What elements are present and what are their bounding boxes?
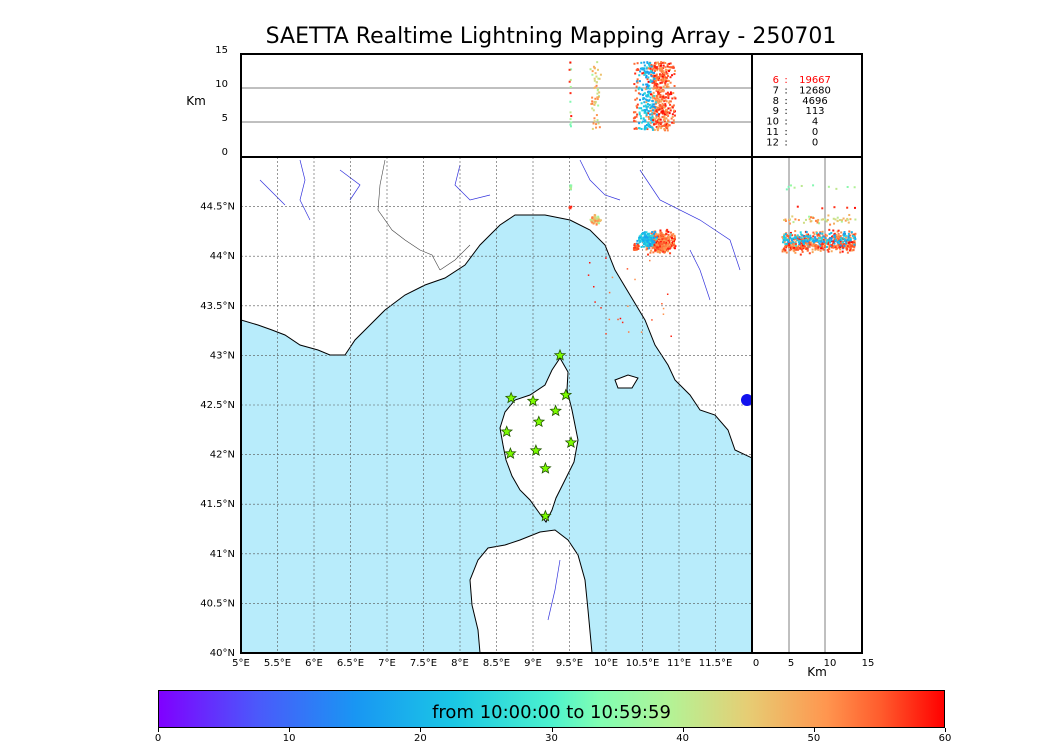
map-panel[interactable] [241,157,753,653]
lon-tick-label: 8°E [451,658,469,669]
station-star-icon [532,415,546,428]
station-star-icon [559,388,573,401]
map-grid [241,157,752,653]
alt-xtick-label: 10 [824,658,837,669]
altitude-lon-panel [241,54,752,157]
colorbar-tickmark [420,728,422,732]
count-value: 0 [812,127,818,138]
lat-tick-label: 44°N [210,251,235,262]
count-value: 4696 [802,96,827,107]
elba-island [614,374,639,389]
alt-ytick-label: 10 [215,79,228,90]
lon-tick-label: 10.5°E [626,658,660,669]
station-star-icon [553,348,567,361]
sardinia-land [469,529,593,653]
colorbar-tickmark [158,728,159,732]
count-level: 9 [773,106,779,117]
colorbar-tickmark [289,728,291,732]
colorbar-tick-label: 10 [282,733,296,744]
lon-tick-label: 5.5°E [264,658,291,669]
stations [500,348,578,522]
station-star-icon [526,394,540,407]
lon-tick-label: 11°E [667,658,691,669]
station-star-icon [539,509,552,522]
colorbar-tickmark [551,728,553,732]
colorbar-tickmark [682,728,684,732]
lon-tick-label: 5°E [232,658,250,669]
alt-xtick-label: 0 [753,658,759,669]
station-star-icon [564,436,578,448]
station-star-icon [529,443,543,456]
colorbar-tick-label: 60 [938,733,952,744]
count-value: 19667 [799,75,831,86]
count-level: 7 [773,85,779,96]
lat-tick-label: 44.5°N [200,202,235,213]
lon-tick-label: 6.5°E [337,658,364,669]
count-level: 12 [766,137,779,148]
lat-tick-label: 41.5°N [200,499,235,510]
count-level: 10 [766,117,779,128]
count-value: 113 [805,106,824,117]
lightning-figure: 6: 19667 7: 12680 8: 4696 9: 113 10: 4 11: 0 12: 0 5°… [186,45,875,679]
colorbar: from 10:00:00 to 10:59:59 [158,690,945,728]
colorbar-tickmark [945,728,946,732]
alt-ytick-label: 15 [215,45,228,56]
count-level: 11 [766,127,779,138]
colorbar-tick-label: 50 [807,733,821,744]
alt-xtick-label: 5 [788,658,794,669]
colorbar-tickmark [813,728,815,732]
lat-tick-label: 42.5°N [200,400,235,411]
count-separator: : [784,75,787,86]
lon-tick-label: 7.5°E [410,658,437,669]
mainland-land [241,157,752,459]
lat-tick-label: 43.5°N [200,301,235,312]
count-value: 4 [812,117,818,128]
lat-tick-label: 41°N [210,549,235,560]
colorbar-tick-label: 0 [154,733,162,744]
count-separator: : [784,127,787,138]
count-value: 12680 [799,85,831,96]
blue-marker [741,394,752,406]
alt-ytick-label: 0 [222,147,228,158]
count-level: 6 [773,75,779,86]
count-separator: : [784,137,787,148]
station-star-icon [539,461,552,474]
colorbar-label: from 10:00:00 to 10:59:59 [432,702,671,723]
lat-tick-label: 40°N [210,648,235,659]
count-separator: : [784,96,787,107]
counts-panel [751,53,863,158]
count-level: 8 [773,96,779,107]
station-star-icon [504,391,518,404]
station-star-icon [504,446,517,459]
station-star-icon [549,404,562,417]
lightning-points [568,184,677,338]
colorbar-tick-label: 30 [545,733,558,744]
alt-xlabel: Km [807,665,827,679]
lat-tick-label: 40.5°N [200,598,235,609]
alt-ylabel: Km [186,94,206,108]
colorbar-tick-label: 40 [676,733,690,744]
rivers [259,159,741,621]
lon-tick-label: 6°E [305,658,323,669]
chart-title: SAETTA Realtime Lightning Mapping Array … [265,24,837,49]
borders [377,159,471,271]
count-separator: : [784,106,787,117]
station-star-icon [500,425,514,438]
lat-tick-label: 42°N [210,450,235,461]
alt-ytick-label: 5 [222,113,228,124]
lon-tick-label: 8.5°E [483,658,510,669]
lon-tick-label: 10°E [594,658,618,669]
altitude-lat-panel [752,157,862,653]
alt-xtick-label: 15 [862,658,875,669]
corsica-land [499,357,579,523]
count-separator: : [784,117,787,128]
count-separator: : [784,85,787,96]
colorbar-tick-label: 20 [413,733,427,744]
lon-tick-label: 7°E [378,658,396,669]
lon-tick-label: 11.5°E [699,658,733,669]
count-value: 0 [812,137,818,148]
lat-tick-label: 43°N [210,350,235,361]
lon-tick-label: 9°E [524,658,542,669]
lon-tick-label: 9.5°E [556,658,583,669]
